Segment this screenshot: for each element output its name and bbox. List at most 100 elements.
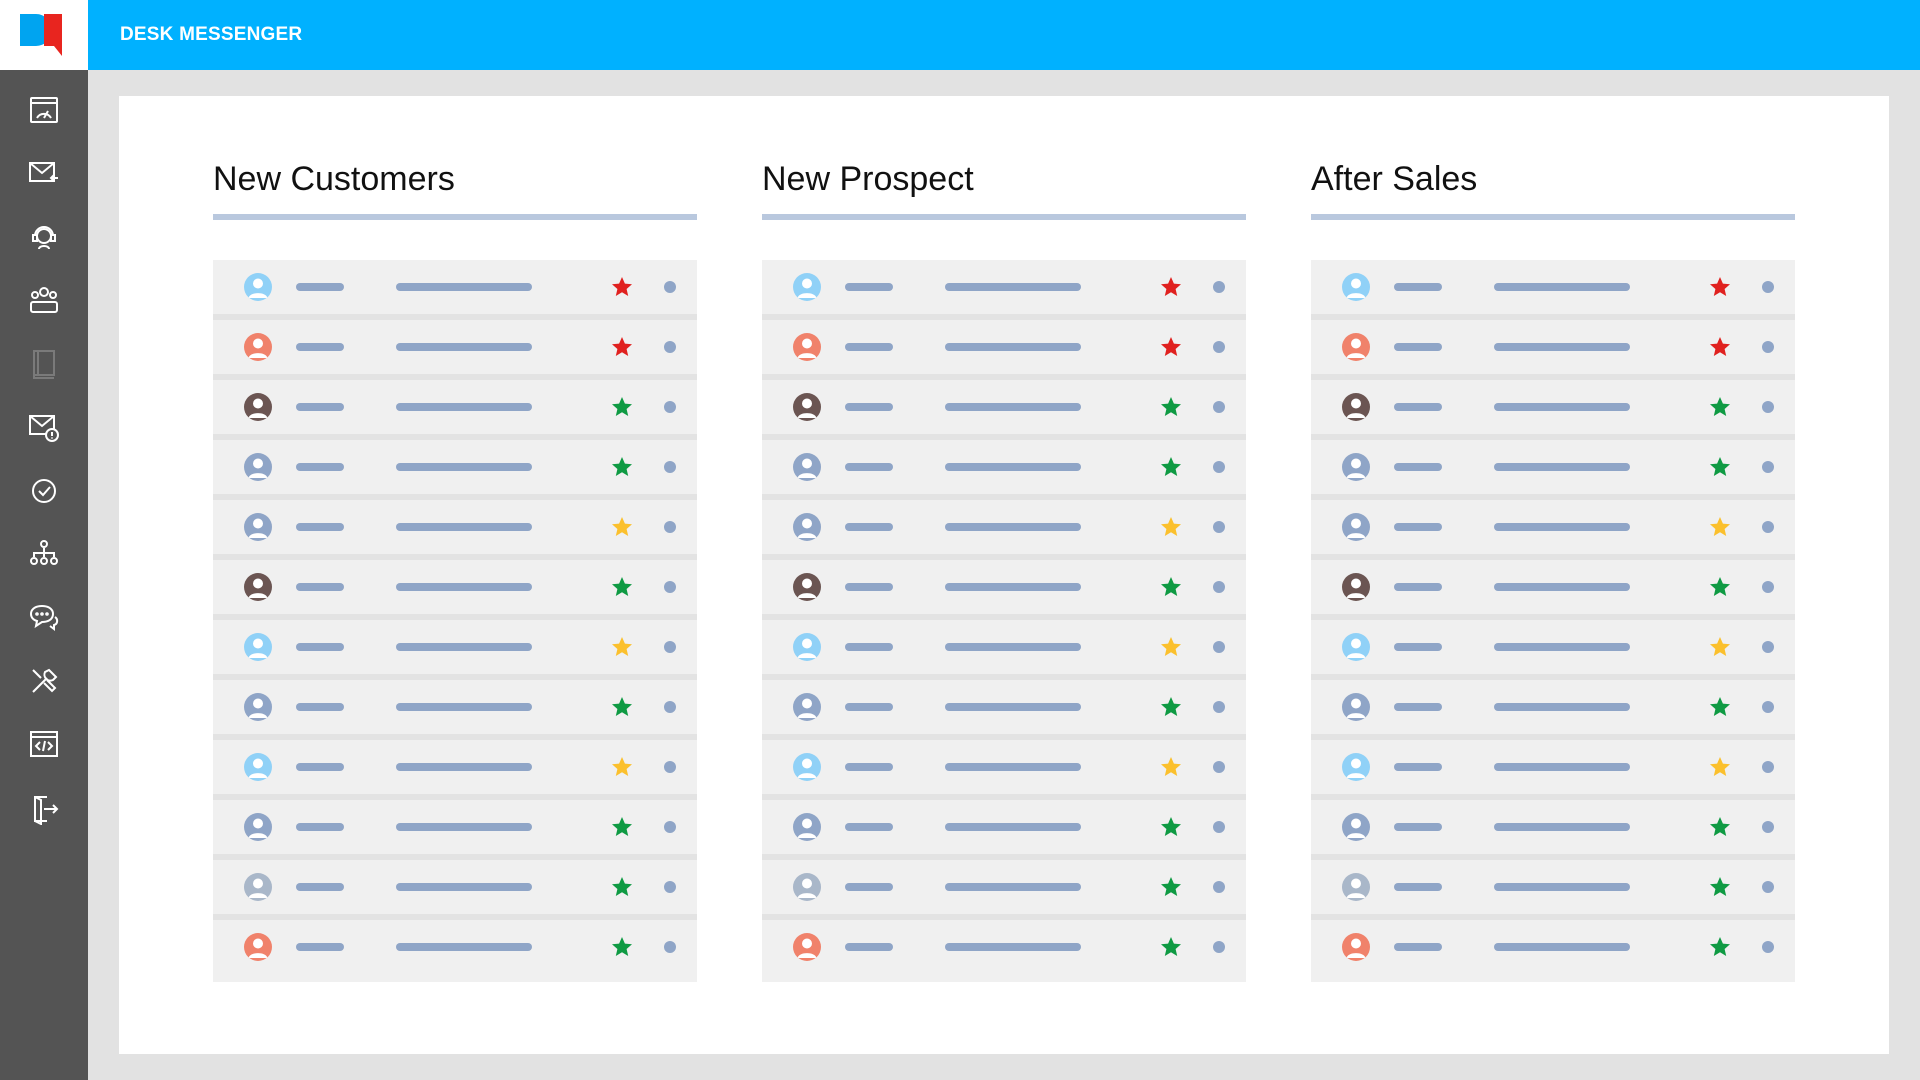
priority-star-icon[interactable] <box>1159 815 1183 839</box>
app-logo[interactable] <box>0 0 88 70</box>
priority-star-icon[interactable] <box>610 455 634 479</box>
nav-inbox[interactable] <box>22 151 66 195</box>
nav-tools[interactable] <box>22 659 66 703</box>
priority-star-icon[interactable] <box>1708 395 1732 419</box>
list-item[interactable] <box>213 380 697 434</box>
priority-star-icon[interactable] <box>610 395 634 419</box>
priority-star-icon[interactable] <box>1708 275 1732 299</box>
priority-star-icon[interactable] <box>610 935 634 959</box>
priority-star-icon[interactable] <box>610 275 634 299</box>
list-item[interactable] <box>213 800 697 854</box>
priority-star-icon[interactable] <box>1159 335 1183 359</box>
main-panel: New Customers New Prospect After Sales <box>119 96 1889 1054</box>
list-item[interactable] <box>1311 560 1795 614</box>
priority-star-icon[interactable] <box>1159 755 1183 779</box>
list-item[interactable] <box>762 920 1246 974</box>
list-item[interactable] <box>1311 440 1795 494</box>
priority-star-icon[interactable] <box>1708 815 1732 839</box>
list-item[interactable] <box>213 680 697 734</box>
nav-support[interactable] <box>22 215 66 259</box>
priority-star-icon[interactable] <box>1708 695 1732 719</box>
list-item[interactable] <box>1311 620 1795 674</box>
priority-star-icon[interactable] <box>610 635 634 659</box>
priority-star-icon[interactable] <box>1708 455 1732 479</box>
list-item[interactable] <box>1311 680 1795 734</box>
status-dot <box>1762 821 1774 833</box>
list-item[interactable] <box>762 740 1246 794</box>
user-icon <box>797 698 817 718</box>
list-item[interactable] <box>213 920 697 974</box>
avatar <box>1342 693 1370 721</box>
list-item[interactable] <box>762 440 1246 494</box>
priority-star-icon[interactable] <box>1159 395 1183 419</box>
list-item[interactable] <box>213 740 697 794</box>
list-item[interactable] <box>1311 800 1795 854</box>
priority-star-icon[interactable] <box>1159 275 1183 299</box>
priority-star-icon[interactable] <box>1159 935 1183 959</box>
list-item[interactable] <box>762 680 1246 734</box>
list-item[interactable] <box>1311 500 1795 554</box>
nav-logout[interactable] <box>22 786 66 830</box>
priority-star-icon[interactable] <box>1708 335 1732 359</box>
priority-star-icon[interactable] <box>1159 695 1183 719</box>
avatar <box>244 633 272 661</box>
list-item[interactable] <box>213 440 697 494</box>
list-item[interactable] <box>762 500 1246 554</box>
nav-code[interactable] <box>22 722 66 766</box>
priority-star-icon[interactable] <box>610 875 634 899</box>
list-item[interactable] <box>762 560 1246 614</box>
list-item[interactable] <box>213 260 697 314</box>
priority-star-icon[interactable] <box>1159 455 1183 479</box>
priority-star-icon[interactable] <box>610 815 634 839</box>
message-placeholder <box>945 403 1081 411</box>
priority-star-icon[interactable] <box>1159 575 1183 599</box>
list-item[interactable] <box>1311 860 1795 914</box>
list-item[interactable] <box>1311 320 1795 374</box>
list-item[interactable] <box>1311 380 1795 434</box>
list-item[interactable] <box>213 320 697 374</box>
list-item[interactable] <box>213 620 697 674</box>
message-placeholder <box>1494 583 1630 591</box>
list-item[interactable] <box>762 320 1246 374</box>
nav-book[interactable] <box>22 342 66 386</box>
priority-star-icon[interactable] <box>1708 755 1732 779</box>
book-icon <box>33 350 55 379</box>
priority-star-icon[interactable] <box>1159 515 1183 539</box>
list-item[interactable] <box>1311 260 1795 314</box>
name-placeholder <box>296 763 344 771</box>
nav-chat[interactable] <box>22 595 66 639</box>
list-item[interactable] <box>1311 920 1795 974</box>
priority-star-icon[interactable] <box>1159 635 1183 659</box>
priority-star-icon[interactable] <box>1708 575 1732 599</box>
list-item[interactable] <box>213 560 697 614</box>
user-icon <box>1346 518 1366 538</box>
list-item[interactable] <box>213 500 697 554</box>
priority-star-icon[interactable] <box>610 515 634 539</box>
list-item[interactable] <box>762 380 1246 434</box>
nav-org[interactable] <box>22 532 66 576</box>
priority-star-icon[interactable] <box>1708 875 1732 899</box>
message-placeholder <box>396 343 532 351</box>
list-item[interactable] <box>762 260 1246 314</box>
avatar <box>244 513 272 541</box>
list-item[interactable] <box>762 860 1246 914</box>
priority-star-icon[interactable] <box>610 755 634 779</box>
nav-team[interactable] <box>22 278 66 322</box>
priority-star-icon[interactable] <box>1159 875 1183 899</box>
nav-dashboard[interactable] <box>22 88 66 132</box>
list-item[interactable] <box>762 800 1246 854</box>
priority-star-icon[interactable] <box>610 575 634 599</box>
nav-tasks[interactable] <box>22 469 66 513</box>
priority-star-icon[interactable] <box>610 335 634 359</box>
priority-star-icon[interactable] <box>1708 515 1732 539</box>
status-dot <box>1762 641 1774 653</box>
list-item[interactable] <box>762 620 1246 674</box>
nav-mail-alert[interactable] <box>22 405 66 449</box>
user-icon <box>797 518 817 538</box>
list-item[interactable] <box>213 860 697 914</box>
priority-star-icon[interactable] <box>610 695 634 719</box>
priority-star-icon[interactable] <box>1708 635 1732 659</box>
name-placeholder <box>1394 403 1442 411</box>
list-item[interactable] <box>1311 740 1795 794</box>
priority-star-icon[interactable] <box>1708 935 1732 959</box>
